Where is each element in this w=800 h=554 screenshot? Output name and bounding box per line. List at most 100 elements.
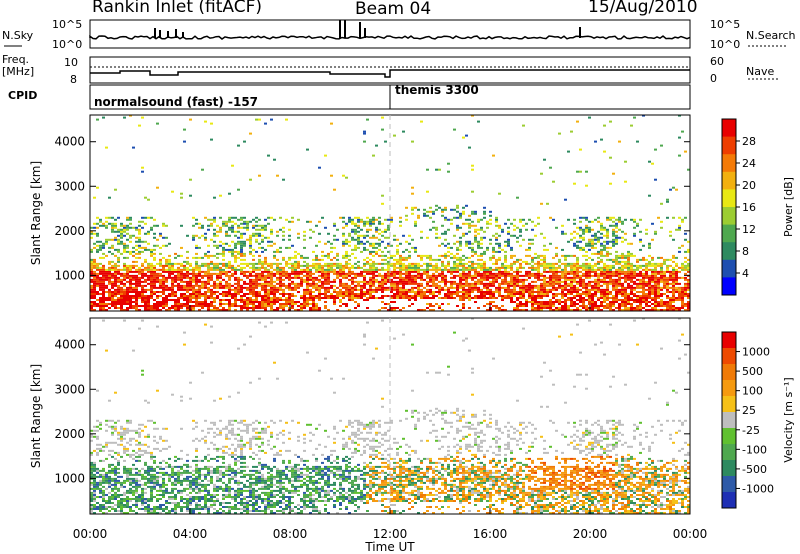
power-cell (354, 288, 357, 291)
power-cell (549, 309, 552, 311)
power-cell (675, 264, 678, 267)
power-cell (195, 222, 198, 225)
power-cell (249, 291, 252, 293)
power-cell (204, 232, 207, 235)
power-cell (204, 120, 207, 123)
power-cell (564, 262, 567, 265)
power-cell (162, 268, 165, 271)
power-cell (375, 262, 378, 265)
power-cell (255, 284, 258, 287)
power-cell (483, 216, 486, 219)
power-cell (447, 218, 450, 221)
power-cell (174, 270, 177, 273)
power-cell (135, 276, 138, 279)
power-cell (627, 276, 630, 279)
power-cell (501, 262, 504, 265)
power-cell (375, 286, 378, 289)
power-cell (408, 266, 411, 269)
power-cell (234, 286, 237, 289)
power-cell (132, 301, 135, 303)
power-cell (147, 262, 150, 265)
power-cell (585, 307, 588, 309)
power-cell (258, 242, 261, 245)
power-cell (177, 278, 180, 281)
power-cell (414, 295, 417, 297)
power-cell (120, 297, 123, 299)
power-cell (348, 295, 351, 297)
power-cell (555, 301, 558, 303)
power-cell (363, 242, 366, 245)
power-cell (123, 242, 126, 245)
power-cell (186, 303, 189, 305)
power-cell (636, 297, 639, 299)
power-cell (357, 266, 360, 269)
power-cell (141, 301, 144, 303)
power-cell (312, 297, 315, 299)
power-cell (375, 252, 378, 255)
power-cell (93, 284, 96, 287)
power-cell (276, 258, 279, 261)
power-cell (138, 230, 141, 233)
power-cell (102, 293, 105, 295)
power-cell (390, 284, 393, 287)
power-cell (450, 270, 453, 273)
power-cell (654, 264, 657, 267)
power-cell (135, 307, 138, 309)
power-cell (492, 268, 495, 271)
power-cell (369, 293, 372, 295)
power-cell (93, 288, 96, 291)
power-cell (633, 268, 636, 271)
power-cell (537, 216, 540, 219)
power-cell (363, 286, 366, 289)
power-cell (426, 214, 429, 217)
power-cell (477, 258, 480, 261)
power-cell (207, 297, 210, 299)
power-cell (216, 278, 219, 281)
power-cell (561, 248, 564, 251)
power-cell (420, 254, 423, 257)
power-cell (429, 276, 432, 279)
power-cell (567, 150, 570, 153)
power-cell (330, 293, 333, 295)
power-cell (300, 280, 303, 283)
power-cell (222, 262, 225, 265)
power-cell (315, 256, 318, 259)
power-cell (438, 206, 441, 209)
power-cell (291, 262, 294, 265)
power-cell (591, 270, 594, 273)
power-cell (597, 291, 600, 293)
power-cell (192, 224, 195, 227)
power-cell (306, 303, 309, 305)
power-cell (405, 274, 408, 277)
power-cell (243, 226, 246, 229)
power-cell (570, 272, 573, 275)
power-cell (384, 218, 387, 221)
power-cell (282, 226, 285, 229)
power-cell (342, 242, 345, 245)
power-cell (579, 236, 582, 239)
power-cell (681, 301, 684, 303)
power-cell (300, 303, 303, 305)
power-cell (150, 264, 153, 267)
power-cell (657, 291, 660, 293)
power-cell (609, 293, 612, 295)
power-cell (357, 282, 360, 285)
power-cell (540, 282, 543, 285)
power-cell (645, 266, 648, 269)
power-cell (165, 260, 168, 263)
power-cell (636, 284, 639, 287)
power-cell (405, 258, 408, 261)
power-cell (114, 266, 117, 269)
power-cell (99, 272, 102, 275)
power-cell (288, 276, 291, 279)
power-cell (378, 272, 381, 275)
power-cell (444, 268, 447, 271)
power-cell (429, 288, 432, 291)
power-cell (453, 266, 456, 269)
power-cell (129, 264, 132, 267)
power-cell (666, 284, 669, 287)
power-cell (549, 305, 552, 307)
power-cell (348, 309, 351, 311)
power-cell (192, 268, 195, 271)
power-cell (216, 286, 219, 289)
